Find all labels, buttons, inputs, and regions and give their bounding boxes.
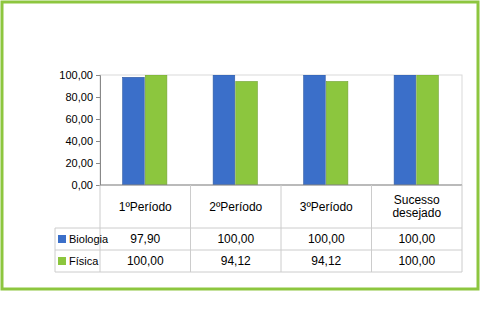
table-value: 100,00 [127, 254, 164, 268]
table-value: 100,00 [398, 254, 435, 268]
y-tick-mark [96, 119, 100, 120]
table-line [55, 272, 462, 273]
category-label: 2ºPeríodo [209, 200, 262, 214]
y-axis-line [96, 76, 101, 186]
legend-swatch [58, 257, 66, 265]
bar [417, 75, 439, 185]
y-tick: 80,00 [65, 91, 100, 103]
plot-frame [100, 75, 462, 185]
y-tick-mark [96, 75, 100, 76]
legend-label: Física [69, 255, 99, 267]
bar [304, 75, 326, 185]
y-tick-label: 20,00 [65, 157, 93, 169]
frame [2, 2, 478, 289]
y-tick: 60,00 [65, 113, 100, 125]
category-label: 3ºPeríodo [300, 200, 353, 214]
y-tick-mark [96, 97, 100, 98]
table-value: 94,12 [311, 254, 341, 268]
table-value: 100,00 [217, 232, 254, 246]
y-tick-mark [96, 185, 100, 186]
bar [213, 75, 235, 185]
legend-label: Biologia [69, 233, 109, 245]
table-line [55, 228, 462, 229]
y-tick-label: 80,00 [65, 91, 93, 103]
y-tick-label: 100,00 [59, 69, 93, 81]
category-label: 1ºPeríodo [119, 200, 172, 214]
y-axis: 0,00 20,00 40,00 60,00 80,00 100,00 [59, 69, 100, 191]
table-value: 94,12 [221, 254, 251, 268]
y-tick-label: 60,00 [65, 113, 93, 125]
bar [145, 75, 167, 185]
y-tick-mark [96, 163, 100, 164]
bar [394, 75, 416, 185]
y-tick: 0,00 [72, 179, 100, 191]
y-tick-label: 0,00 [72, 179, 93, 191]
bar [123, 77, 145, 185]
bar [326, 81, 348, 185]
y-tick-mark [96, 141, 100, 142]
y-tick-label: 40,00 [65, 135, 93, 147]
y-tick: 40,00 [65, 135, 100, 147]
table-line [55, 250, 462, 251]
table-value: 100,00 [308, 232, 345, 246]
y-tick: 20,00 [65, 157, 100, 169]
y-tick: 100,00 [59, 69, 100, 81]
table-value: 97,90 [130, 232, 160, 246]
chart: 0,00 20,00 40,00 60,00 80,00 100,00 1ºPeríodo 2… [0, 0, 501, 312]
bars [123, 75, 439, 185]
data-table: 1ºPeríodo 2ºPeríodo 3ºPeríodo Sucessodeseja… [55, 185, 462, 272]
bar [236, 81, 258, 185]
legend-swatch [58, 235, 66, 243]
category-label: Sucessodesejado [392, 193, 441, 220]
table-value: 100,00 [398, 232, 435, 246]
